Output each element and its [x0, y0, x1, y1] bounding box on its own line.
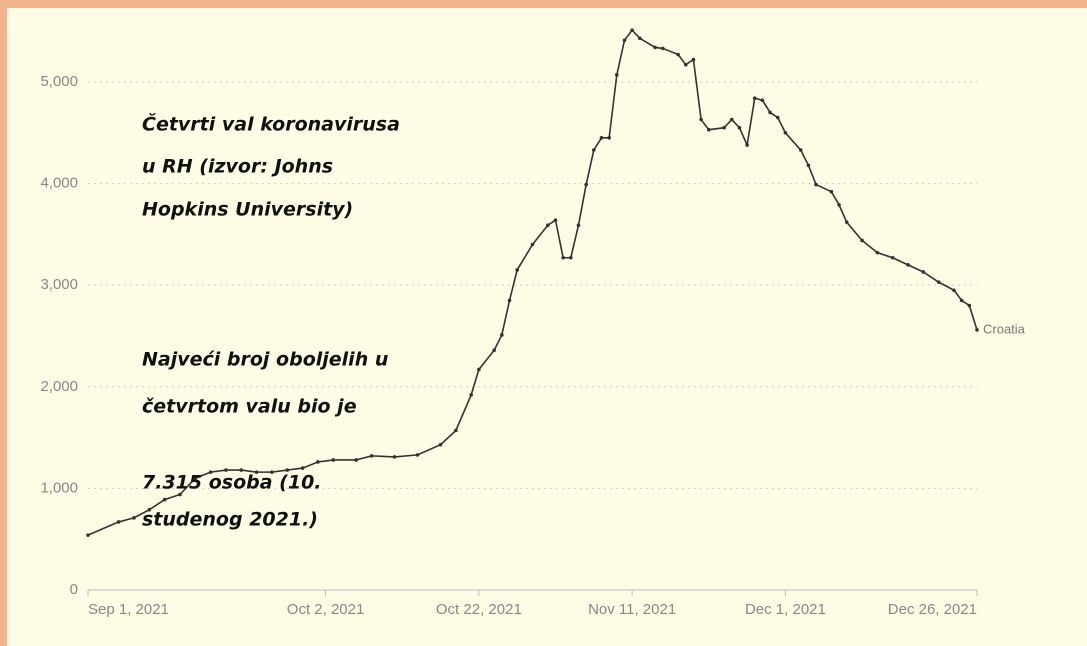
data-point: [630, 28, 634, 32]
data-point: [507, 298, 512, 303]
annotation: Najveći broj oboljelih u: [142, 349, 388, 371]
data-point: [599, 136, 604, 140]
data-point: [438, 442, 443, 447]
data-point: [936, 280, 941, 284]
series-label: Croatia: [983, 321, 1026, 336]
data-point: [116, 520, 121, 524]
data-point: [637, 36, 642, 41]
data-point: [768, 110, 772, 115]
annotation: četvrtom valu bio je: [142, 396, 357, 418]
data-point: [860, 238, 864, 243]
data-point: [676, 52, 680, 57]
data-point: [178, 492, 182, 497]
data-point: [584, 182, 588, 187]
data-point: [239, 468, 244, 472]
data-point: [752, 96, 757, 101]
data-point: [706, 127, 711, 132]
data-point: [592, 148, 596, 152]
data-point: [477, 367, 481, 372]
data-point: [722, 125, 726, 130]
annotation: Hopkins University): [142, 199, 353, 221]
data-point: [814, 182, 818, 187]
data-point: [316, 460, 320, 464]
data-point: [691, 57, 696, 62]
data-point: [615, 73, 619, 77]
data-point: [622, 38, 627, 43]
data-point: [660, 46, 665, 51]
data-point: [737, 125, 742, 130]
data-point: [147, 507, 152, 512]
data-point: [515, 268, 519, 272]
data-point: [492, 348, 496, 353]
x-tick-label: Sep 1, 2021: [88, 601, 169, 618]
x-tick-label: Nov 11, 2021: [588, 601, 676, 618]
data-point: [162, 497, 167, 502]
data-point: [500, 333, 504, 337]
x-tick-label: Dec 1, 2021: [745, 601, 826, 618]
y-tick-label: 0: [70, 581, 78, 598]
data-point: [699, 117, 703, 122]
y-tick-label: 3,000: [40, 276, 78, 293]
data-point: [745, 143, 749, 147]
data-point: [208, 470, 213, 474]
data-point: [224, 468, 228, 472]
data-point: [775, 115, 780, 120]
y-tick-label: 2,000: [40, 378, 78, 395]
annotation: 7.315 osoba (10.: [142, 472, 322, 494]
data-point: [369, 454, 374, 458]
data-point: [392, 455, 397, 459]
data-point: [952, 288, 956, 293]
y-tick-label: 1,000: [40, 479, 78, 496]
data-point: [729, 117, 734, 122]
y-tick-label: 5,000: [40, 73, 78, 90]
data-point: [837, 203, 841, 207]
left-border: [0, 0, 7, 646]
data-point: [906, 263, 910, 267]
data-point: [607, 136, 611, 140]
data-point: [553, 218, 558, 222]
data-point: [270, 470, 274, 474]
data-point: [806, 163, 811, 168]
data-point: [469, 393, 473, 397]
data-point: [454, 428, 458, 433]
data-point: [975, 328, 979, 332]
data-point: [132, 516, 136, 520]
data-point: [783, 130, 788, 135]
data-point: [86, 533, 90, 537]
data-point: [300, 466, 305, 470]
data-point: [193, 476, 198, 481]
data-point: [844, 220, 849, 224]
annotation: studenog 2021.): [142, 509, 318, 531]
data-point: [760, 98, 765, 103]
data-point: [829, 189, 834, 194]
data-point: [683, 62, 688, 67]
y-tick-label: 4,000: [40, 175, 78, 192]
data-point: [875, 250, 880, 255]
data-point: [653, 45, 657, 50]
data-point: [798, 148, 803, 152]
data-point: [921, 270, 926, 274]
x-tick-label: Oct 2, 2021: [287, 601, 365, 618]
data-point: [415, 453, 420, 457]
data-line: [87, 28, 978, 536]
data-point: [254, 470, 259, 474]
data-point: [354, 458, 359, 462]
x-tick-label: Dec 26, 2021: [888, 601, 977, 618]
annotation: Četvrti val koronavirusa: [142, 112, 400, 136]
data-point: [530, 242, 535, 247]
x-tick-label: Oct 22, 2021: [436, 601, 522, 618]
data-point: [285, 468, 290, 472]
data-point: [569, 255, 573, 260]
annotation: u RH (izvor: Johns: [142, 156, 333, 178]
data-point: [967, 303, 972, 308]
data-point: [561, 255, 565, 260]
data-point: [576, 223, 581, 228]
top-border: [0, 0, 1087, 8]
data-point: [546, 223, 550, 228]
data-point: [331, 458, 336, 462]
data-point: [890, 255, 895, 260]
data-point: [959, 298, 964, 303]
